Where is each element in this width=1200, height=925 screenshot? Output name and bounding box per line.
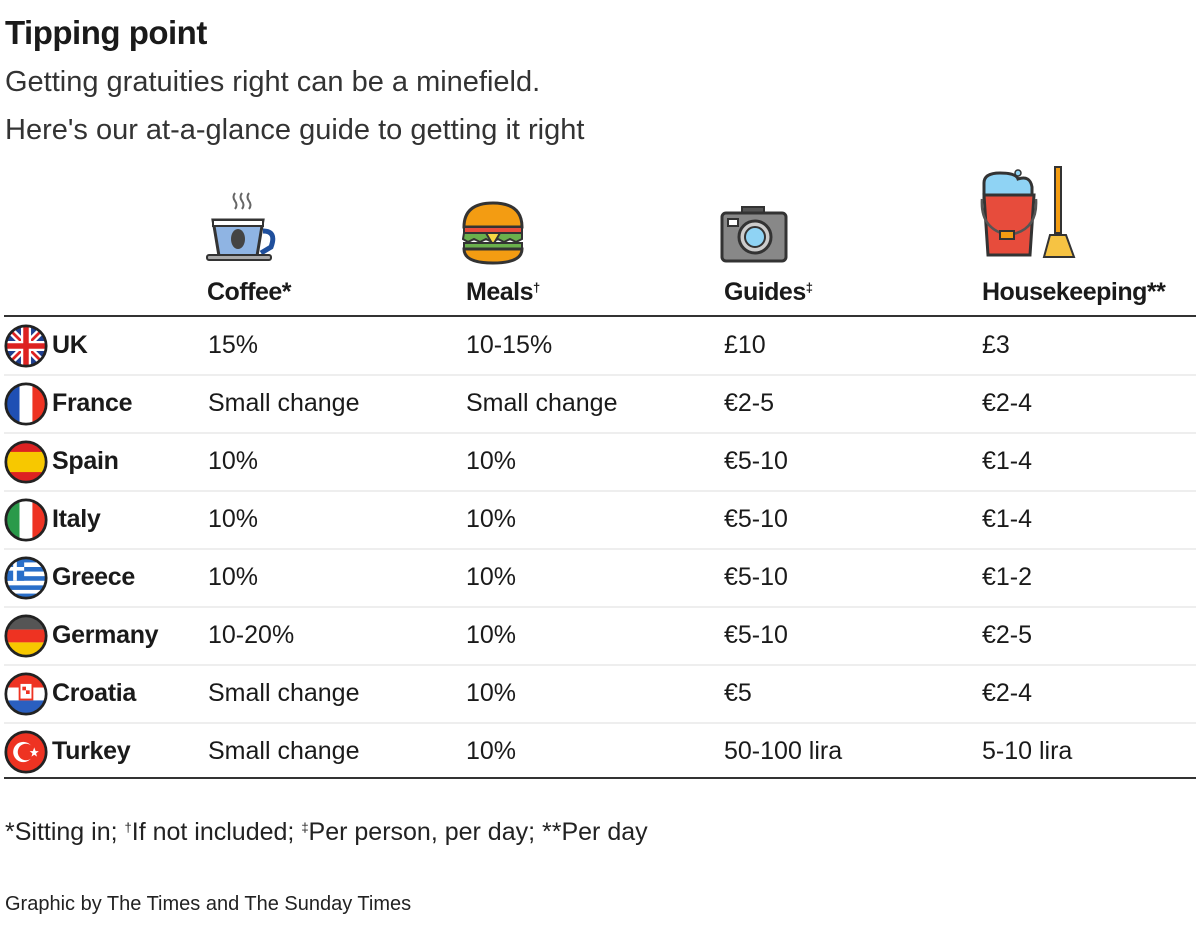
coffee-cell: Small change — [208, 737, 360, 765]
housekeeping-cell: 5-10 lira — [982, 737, 1073, 765]
header-divider — [4, 315, 1196, 317]
flag-hr-icon — [4, 672, 48, 716]
meals-cell: 10% — [466, 621, 517, 649]
meals-cell: Small change — [466, 389, 618, 417]
flag-es-icon — [4, 440, 48, 484]
table-row: Croatia Small change 10% €5 €2-4 — [4, 666, 1196, 724]
camera-icon — [720, 206, 788, 263]
guides-cell: £10 — [724, 331, 766, 359]
coffee-cell: 10-20% — [208, 621, 295, 649]
subtitle-line-1: Getting gratuities right can be a minefi… — [5, 66, 541, 98]
column-header-meals: Meals† — [466, 278, 540, 306]
country-name: Greece — [52, 563, 135, 591]
table-row: France Small change Small change €2-5 €2… — [4, 376, 1196, 434]
guides-cell: €2-5 — [724, 389, 775, 417]
coffee-cell: 10% — [208, 505, 259, 533]
guides-cell: €5-10 — [724, 447, 788, 475]
meals-cell: 10% — [466, 447, 517, 475]
coffee-cell: Small change — [208, 389, 360, 417]
meals-cell: 10% — [466, 505, 517, 533]
meals-cell: 10% — [466, 679, 517, 707]
flag-fr-icon — [4, 382, 48, 426]
chart-title: Tipping point — [5, 14, 207, 51]
column-header-housekeeping: Housekeeping** — [982, 278, 1166, 306]
flag-uk-icon — [4, 324, 48, 368]
guides-cell: €5-10 — [724, 621, 788, 649]
housekeeping-cell: €2-4 — [982, 679, 1033, 707]
meals-cell: 10% — [466, 737, 517, 765]
coffee-cell: Small change — [208, 679, 360, 707]
flag-gr-icon — [4, 556, 48, 600]
country-name: Italy — [52, 505, 101, 533]
column-header-coffee: Coffee* — [207, 278, 292, 306]
country-name: UK — [52, 331, 88, 359]
housekeeping-cell: €1-4 — [982, 505, 1033, 533]
guides-cell: €5-10 — [724, 563, 788, 591]
country-name: France — [52, 389, 133, 417]
meals-cell: 10-15% — [466, 331, 553, 359]
housekeeping-cell: €2-5 — [982, 621, 1033, 649]
table-row: Spain 10% 10% €5-10 €1-4 — [4, 434, 1196, 492]
bucket-and-mop-icon — [980, 166, 1076, 258]
guides-cell: €5-10 — [724, 505, 788, 533]
table-row: Turkey Small change 10% 50-100 lira 5-10… — [4, 724, 1196, 782]
guides-cell: €5 — [724, 679, 752, 707]
column-header-guides: Guides‡ — [724, 278, 813, 306]
flag-it-icon — [4, 498, 48, 542]
country-name: Spain — [52, 447, 119, 475]
housekeeping-cell: €2-4 — [982, 389, 1033, 417]
housekeeping-cell: €1-4 — [982, 447, 1033, 475]
housekeeping-cell: £3 — [982, 331, 1010, 359]
footnotes: *Sitting in; †If not included; ‡Per pers… — [5, 818, 648, 846]
flag-tr-icon — [4, 730, 48, 774]
table-body: UK 15% 10-15% £10 £3 France Small change… — [4, 318, 1196, 782]
country-name: Germany — [52, 621, 159, 649]
coffee-cell: 15% — [208, 331, 259, 359]
meals-cell: 10% — [466, 563, 517, 591]
table-row: Germany 10-20% 10% €5-10 €2-5 — [4, 608, 1196, 666]
table-row: Italy 10% 10% €5-10 €1-4 — [4, 492, 1196, 550]
coffee-cell: 10% — [208, 563, 259, 591]
guides-cell: 50-100 lira — [724, 737, 843, 765]
subtitle-line-2: Here's our at-a-glance guide to getting … — [5, 114, 585, 146]
coffee-cell: 10% — [208, 447, 259, 475]
country-name: Turkey — [52, 737, 131, 765]
flag-de-icon — [4, 614, 48, 658]
housekeeping-cell: €1-2 — [982, 563, 1033, 591]
table-row: UK 15% 10-15% £10 £3 — [4, 318, 1196, 376]
coffee-cup-icon — [206, 192, 276, 261]
table-row: Greece 10% 10% €5-10 €1-2 — [4, 550, 1196, 608]
country-name: Croatia — [52, 679, 137, 707]
credit: Graphic by The Times and The Sunday Time… — [5, 893, 412, 915]
table-bottom-divider — [4, 777, 1196, 779]
burger-icon — [462, 201, 524, 265]
